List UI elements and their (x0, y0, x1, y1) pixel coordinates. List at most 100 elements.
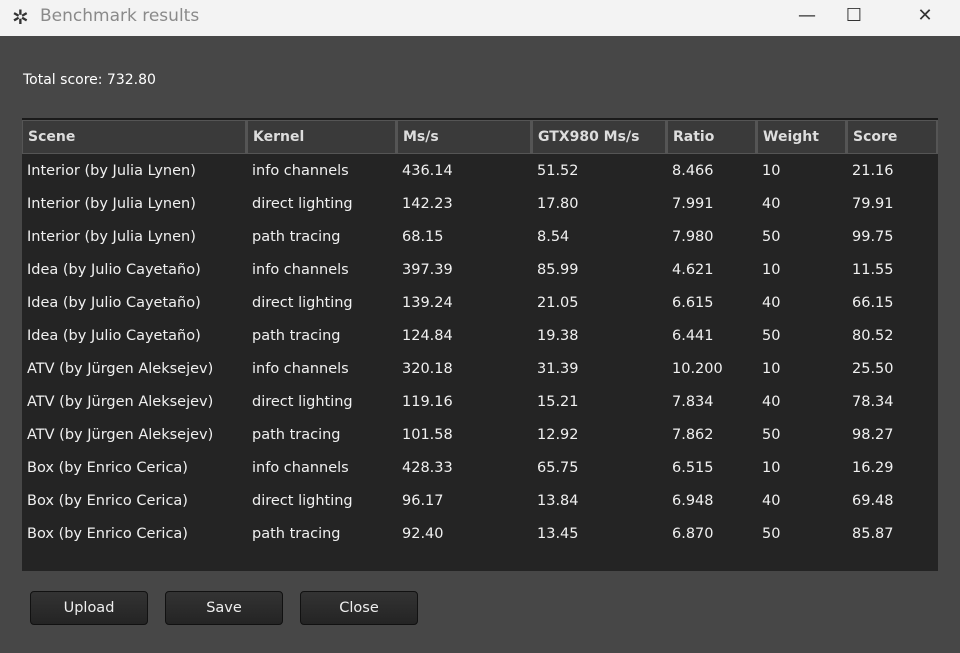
table-cell: 139.24 (402, 294, 453, 311)
table-cell: 142.23 (402, 195, 453, 212)
table-cell: 85.87 (852, 525, 894, 542)
table-cell: 68.15 (402, 228, 444, 245)
table-cell: Interior (by Julia Lynen) (27, 162, 196, 179)
table-cell: path tracing (252, 327, 341, 344)
table-cell: 6.441 (672, 327, 714, 344)
column-header[interactable]: Kernel (247, 120, 397, 154)
table-cell: 10.200 (672, 360, 723, 377)
table-cell: Box (by Enrico Cerica) (27, 459, 188, 476)
table-cell: 85.99 (537, 261, 579, 278)
table-cell: Interior (by Julia Lynen) (27, 195, 196, 212)
table-cell: 8.54 (537, 228, 570, 245)
table-cell: ATV (by Jürgen Aleksejev) (27, 426, 214, 443)
table-cell: 7.834 (672, 393, 714, 410)
table-row[interactable]: Idea (by Julio Cayetaño) direct lighting 1… (22, 286, 938, 319)
table-cell: Box (by Enrico Cerica) (27, 492, 188, 509)
table-cell: 21.05 (537, 294, 579, 311)
table-cell: 6.870 (672, 525, 714, 542)
table-cell: direct lighting (252, 492, 353, 509)
table-cell: 21.16 (852, 162, 894, 179)
column-header[interactable]: Ratio (667, 120, 757, 154)
table-cell: 10 (762, 360, 781, 377)
table-cell: 50 (762, 426, 781, 443)
save-button[interactable]: Save (165, 591, 283, 625)
table-cell: 397.39 (402, 261, 453, 278)
table-cell: 7.991 (672, 195, 714, 212)
table-cell: 10 (762, 261, 781, 278)
table-cell: 99.75 (852, 228, 894, 245)
table-cell: 6.615 (672, 294, 714, 311)
column-header[interactable]: Ms/s (397, 120, 532, 154)
table-cell: 16.29 (852, 459, 894, 476)
table-cell: 92.40 (402, 525, 444, 542)
table-cell: ATV (by Jürgen Aleksejev) (27, 393, 214, 410)
table-cell: 8.466 (672, 162, 714, 179)
table-cell: path tracing (252, 525, 341, 542)
table-cell: 51.52 (537, 162, 579, 179)
column-header[interactable]: Scene (22, 120, 247, 154)
table-cell: 96.17 (402, 492, 444, 509)
column-header[interactable]: Weight (757, 120, 847, 154)
table-row[interactable]: Box (by Enrico Cerica) info channels 428.3… (22, 451, 938, 484)
table-row[interactable]: Idea (by Julio Cayetaño) path tracing 124.… (22, 319, 938, 352)
table-cell: 80.52 (852, 327, 894, 344)
table-cell: 25.50 (852, 360, 894, 377)
octane-logo-icon: ✲ (12, 5, 29, 29)
table-row[interactable]: ATV (by Jürgen Aleksejev) path tracing 101… (22, 418, 938, 451)
table-cell: 12.92 (537, 426, 579, 443)
table-cell: info channels (252, 360, 349, 377)
table-row[interactable]: ATV (by Jürgen Aleksejev) info channels 32… (22, 352, 938, 385)
table-cell: 40 (762, 393, 781, 410)
table-cell: 124.84 (402, 327, 453, 344)
table-cell: 320.18 (402, 360, 453, 377)
results-table: Scene Kernel Ms/s GTX980 Ms/s Ratio Weight Sco… (22, 118, 938, 571)
upload-button[interactable]: Upload (30, 591, 148, 625)
table-cell: 10 (762, 459, 781, 476)
window-title: Benchmark results (40, 6, 200, 26)
table-cell: Idea (by Julio Cayetaño) (27, 327, 201, 344)
maximize-button[interactable]: ☐ (845, 4, 863, 26)
minimize-button[interactable]: — (798, 4, 816, 26)
table-cell: 40 (762, 294, 781, 311)
table-cell: 50 (762, 327, 781, 344)
table-cell: Idea (by Julio Cayetaño) (27, 261, 201, 278)
table-cell: 10 (762, 162, 781, 179)
table-row[interactable]: ATV (by Jürgen Aleksejev) direct lighting… (22, 385, 938, 418)
table-row[interactable]: Interior (by Julia Lynen) direct lighting… (22, 187, 938, 220)
table-cell: 40 (762, 492, 781, 509)
close-button[interactable]: Close (300, 591, 418, 625)
table-cell: 101.58 (402, 426, 453, 443)
title-bar: ✲ Benchmark results — ☐ ✕ (0, 0, 960, 36)
table-cell: 119.16 (402, 393, 453, 410)
table-cell: 50 (762, 228, 781, 245)
table-row[interactable]: Idea (by Julio Cayetaño) info channels 397… (22, 253, 938, 286)
table-header: Scene Kernel Ms/s GTX980 Ms/s Ratio Weight Sco… (22, 120, 938, 154)
table-cell: 40 (762, 195, 781, 212)
table-row[interactable]: Interior (by Julia Lynen) path tracing 68.… (22, 220, 938, 253)
total-score: Total score: 732.80 (23, 72, 156, 88)
table-row[interactable]: Box (by Enrico Cerica) path tracing 92.40 1… (22, 517, 938, 550)
table-cell: Idea (by Julio Cayetaño) (27, 294, 201, 311)
table-cell: 78.34 (852, 393, 894, 410)
table-row[interactable]: Interior (by Julia Lynen) info channels 43… (22, 154, 938, 187)
close-window-button[interactable]: ✕ (917, 4, 933, 26)
table-cell: direct lighting (252, 393, 353, 410)
column-header[interactable]: GTX980 Ms/s (532, 120, 667, 154)
table-cell: info channels (252, 162, 349, 179)
table-cell: 31.39 (537, 360, 579, 377)
table-cell: ATV (by Jürgen Aleksejev) (27, 360, 214, 377)
table-cell: 17.80 (537, 195, 579, 212)
table-cell: Box (by Enrico Cerica) (27, 525, 188, 542)
table-cell: 13.45 (537, 525, 579, 542)
table-cell: Interior (by Julia Lynen) (27, 228, 196, 245)
table-cell: 79.91 (852, 195, 894, 212)
table-cell: 6.515 (672, 459, 714, 476)
table-cell: 65.75 (537, 459, 579, 476)
column-header[interactable]: Score (847, 120, 938, 154)
table-row[interactable]: Box (by Enrico Cerica) direct lighting 96.… (22, 484, 938, 517)
table-cell: 7.862 (672, 426, 714, 443)
table-cell: 15.21 (537, 393, 579, 410)
table-cell: 6.948 (672, 492, 714, 509)
table-cell: 98.27 (852, 426, 894, 443)
table-cell: 4.621 (672, 261, 714, 278)
